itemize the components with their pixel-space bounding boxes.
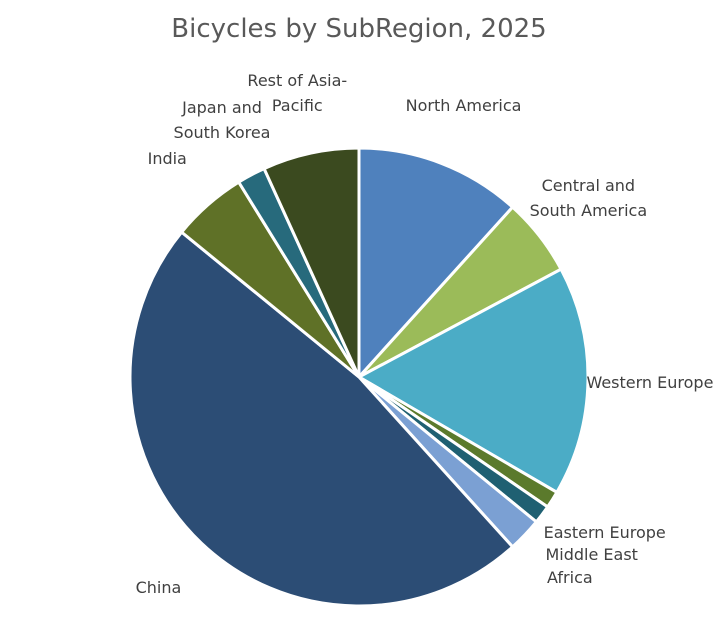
slice-label: Eastern Europe xyxy=(543,523,666,543)
pie-slice xyxy=(355,267,590,495)
slice-label: Western Europe xyxy=(586,372,714,392)
slice-label: Africa xyxy=(547,568,593,588)
slice-label: Middle East xyxy=(545,545,638,565)
slice-label: Central and South America xyxy=(529,175,648,220)
slice-label: Rest of Asia-Pacific xyxy=(247,70,348,115)
pie-slice xyxy=(357,146,515,381)
slice-label: Japan and South Korea xyxy=(173,98,271,143)
pie-slice xyxy=(128,230,515,608)
slice-label: India xyxy=(147,148,187,168)
pie-slice xyxy=(262,146,361,378)
slice-label: North America xyxy=(405,95,522,115)
chart-title: Bicycles by SubRegion, 2025 xyxy=(171,14,547,44)
slice-label: China xyxy=(135,578,182,598)
